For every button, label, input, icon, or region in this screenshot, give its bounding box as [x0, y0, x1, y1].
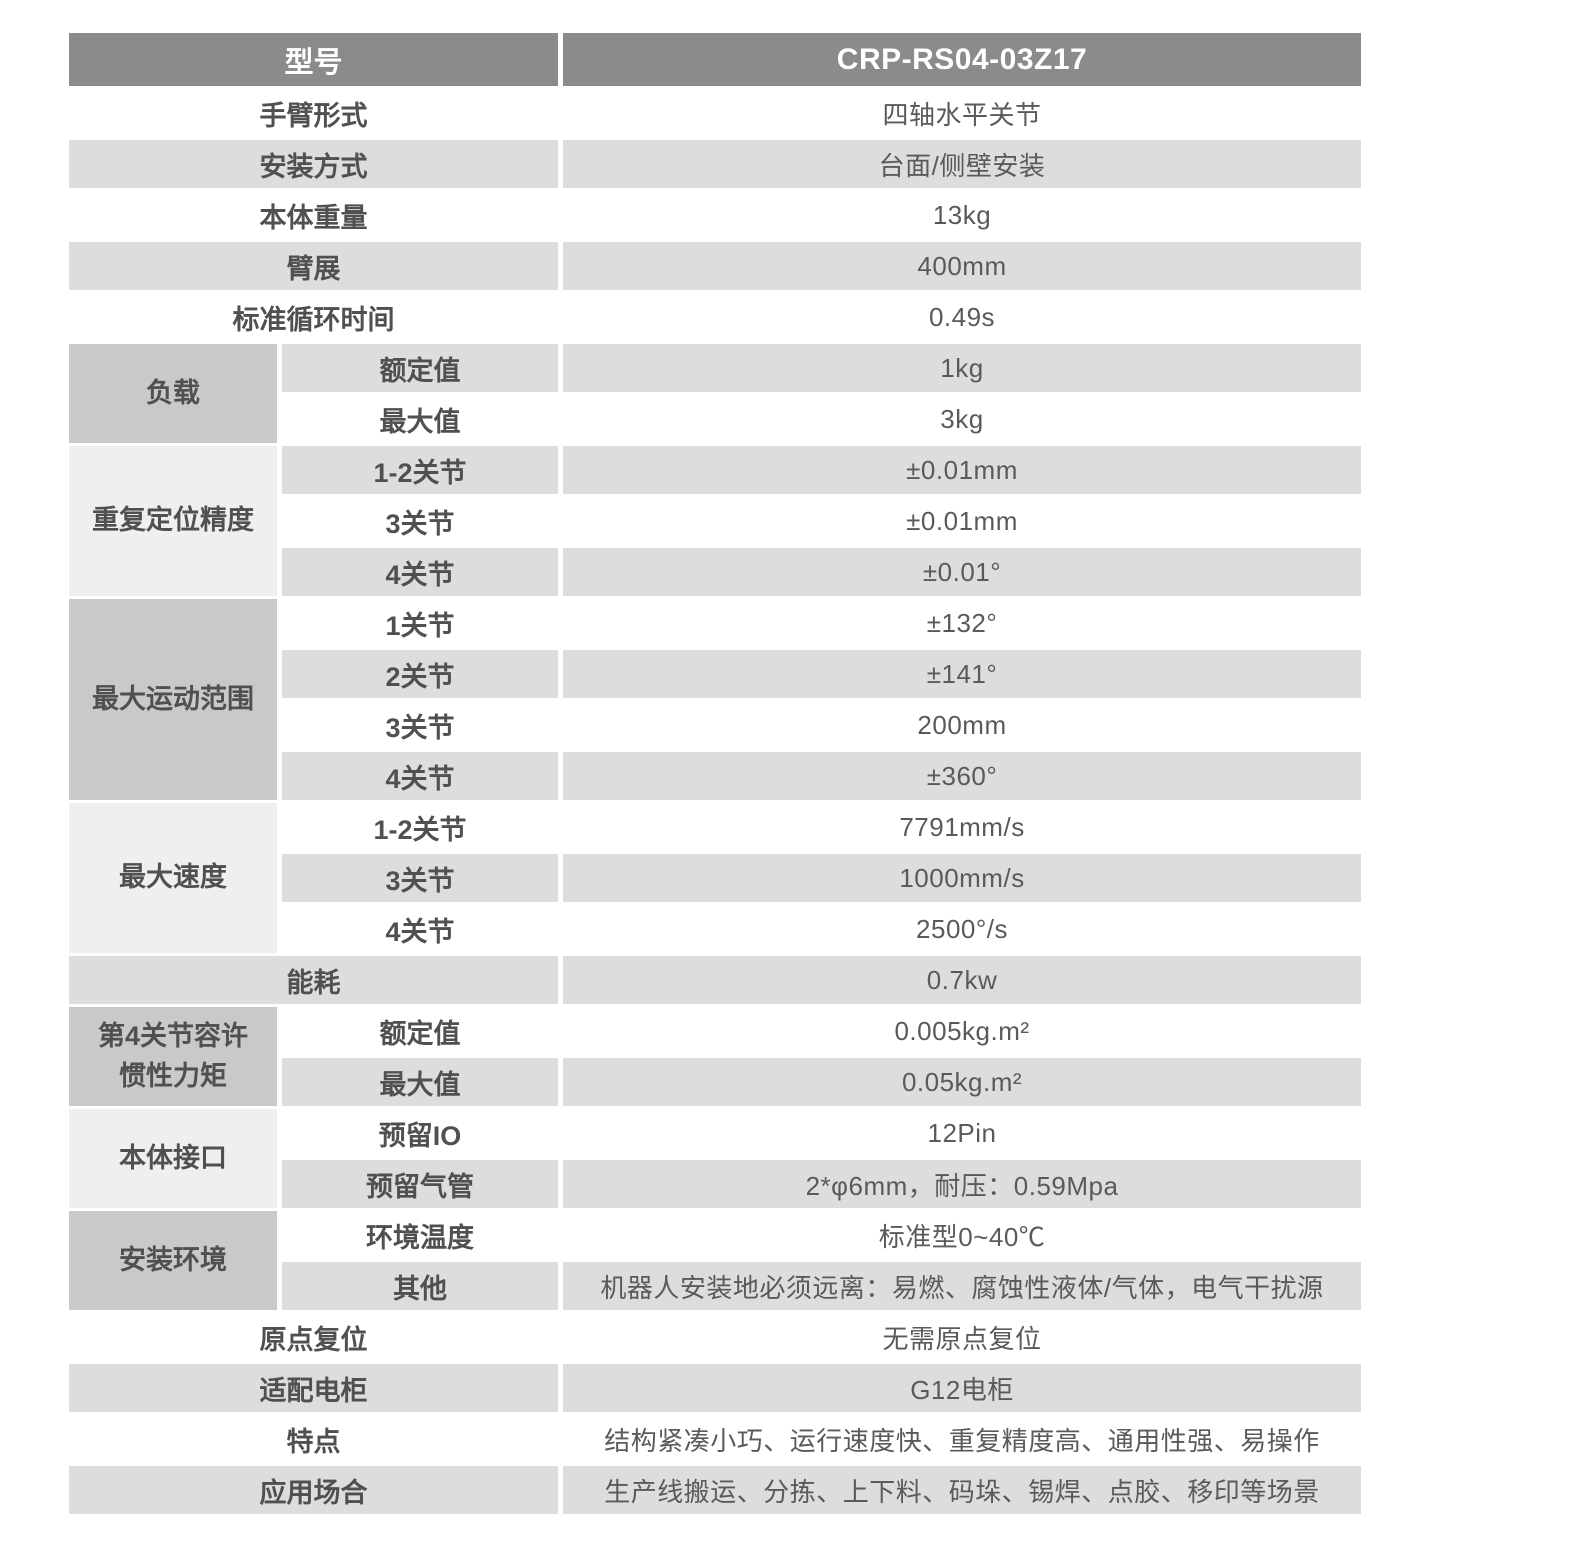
spec-sublabel: 最大值 — [282, 1058, 559, 1106]
spec-row: 4关节 2500°/s — [69, 905, 1361, 953]
spec-row: 预留气管 2*φ6mm，耐压：0.59Mpa — [69, 1160, 1362, 1208]
spec-value: 1000mm/s — [563, 854, 1362, 902]
spec-value: ±141° — [563, 650, 1362, 698]
spec-label: 特点 — [286, 1426, 341, 1457]
spec-value: 生产线搬运、分拣、上下料、码垛、锡焊、点胶、移印等场景 — [563, 1466, 1362, 1514]
spec-value: 2500°/s — [916, 913, 1008, 944]
spec-value: ±0.01mm — [906, 505, 1018, 536]
spec-row: 最大值 3kg — [69, 395, 1361, 443]
spec-row: 4关节 ±0.01° — [69, 548, 1362, 596]
spec-label: 本体重量 — [259, 202, 368, 233]
spec-label: 能耗 — [69, 956, 559, 1004]
spec-label: 安装方式 — [69, 140, 559, 188]
spec-sublabel: 3关节 — [385, 712, 455, 743]
spec-label: 臂展 — [69, 242, 559, 290]
spec-label: 适配电柜 — [69, 1364, 559, 1412]
spec-row: 应用场合 生产线搬运、分拣、上下料、码垛、锡焊、点胶、移印等场景 — [69, 1466, 1362, 1514]
group-label: 最大速度 — [69, 803, 277, 953]
spec-row: 适配电柜 G12电柜 — [69, 1364, 1362, 1412]
spec-value: 7791mm/s — [899, 811, 1025, 842]
spec-label: 应用场合 — [69, 1466, 559, 1514]
spec-value: 200mm — [917, 709, 1007, 740]
spec-row: 第4关节容许 惯性力矩 额定值 0.005kg.m² — [69, 1007, 1361, 1106]
spec-row: 其他 机器人安装地必须远离：易燃、腐蚀性液体/气体，电气干扰源 — [69, 1262, 1362, 1310]
model-header-label: 型号 — [69, 33, 559, 86]
spec-row: 臂展 400mm — [69, 242, 1362, 290]
spec-value: G12电柜 — [563, 1364, 1362, 1412]
group-label: 重复定位精度 — [69, 446, 277, 596]
spec-row: 4关节 ±360° — [69, 752, 1362, 800]
spec-label: 标准循环时间 — [232, 304, 395, 335]
spec-row: 本体重量 13kg — [69, 191, 1361, 239]
spec-row: 负载 额定值 1kg — [69, 344, 1362, 443]
spec-sublabel: 2关节 — [282, 650, 559, 698]
spec-sublabel: 预留IO — [378, 1120, 462, 1151]
spec-value: 结构紧凑小巧、运行速度快、重复精度高、通用性强、易操作 — [604, 1425, 1320, 1456]
spec-sublabel: 3关节 — [282, 854, 559, 902]
spec-sublabel: 1-2关节 — [373, 814, 467, 845]
spec-table: 型号 CRP-RS04-03Z17 手臂形式 四轴水平关节 安装方式 台面/侧壁… — [64, 30, 1366, 1517]
spec-value: ±132° — [926, 607, 998, 638]
spec-row: 最大速度 1-2关节 7791mm/s — [69, 803, 1361, 953]
spec-value: 四轴水平关节 — [882, 99, 1042, 130]
spec-row: 标准循环时间 0.49s — [69, 293, 1361, 341]
group-label: 最大运动范围 — [69, 599, 277, 800]
spec-value: ±0.01° — [563, 548, 1362, 596]
spec-header-row: 型号 CRP-RS04-03Z17 — [69, 33, 1362, 86]
spec-row: 2关节 ±141° — [69, 650, 1362, 698]
model-number: CRP-RS04-03Z17 — [563, 33, 1362, 86]
spec-value: 0.05kg.m² — [563, 1058, 1362, 1106]
spec-row: 最大值 0.05kg.m² — [69, 1058, 1362, 1106]
spec-sublabel: 额定值 — [379, 1018, 461, 1049]
spec-value: 台面/侧壁安装 — [563, 140, 1362, 188]
spec-row: 能耗 0.7kw — [69, 956, 1362, 1004]
spec-sublabel: 额定值 — [282, 344, 559, 392]
spec-value: 0.7kw — [563, 956, 1362, 1004]
spec-value: 13kg — [932, 199, 992, 230]
spec-value: 400mm — [563, 242, 1362, 290]
spec-value: 3kg — [940, 403, 984, 434]
spec-row: 3关节 1000mm/s — [69, 854, 1362, 902]
spec-row: 最大运动范围 1关节 ±132° — [69, 599, 1361, 800]
spec-row: 手臂形式 四轴水平关节 — [69, 89, 1361, 137]
spec-value: 2*φ6mm，耐压：0.59Mpa — [563, 1160, 1362, 1208]
group-label: 第4关节容许 惯性力矩 — [69, 1007, 277, 1106]
spec-label: 原点复位 — [259, 1324, 368, 1355]
spec-value: ±0.01mm — [563, 446, 1362, 494]
spec-value: 机器人安装地必须远离：易燃、腐蚀性液体/气体，电气干扰源 — [563, 1262, 1362, 1310]
spec-sublabel: 1-2关节 — [282, 446, 559, 494]
spec-sublabel: 其他 — [282, 1262, 559, 1310]
spec-sublabel: 环境温度 — [366, 1222, 474, 1253]
spec-sublabel: 1关节 — [385, 610, 455, 641]
spec-row: 3关节 ±0.01mm — [69, 497, 1361, 545]
spec-value: 12Pin — [927, 1117, 997, 1148]
spec-value: ±360° — [563, 752, 1362, 800]
spec-row: 安装环境 环境温度 标准型0~40℃ — [69, 1211, 1361, 1310]
group-label: 本体接口 — [69, 1109, 277, 1208]
spec-sublabel: 预留气管 — [282, 1160, 559, 1208]
spec-sublabel: 3关节 — [385, 508, 455, 539]
spec-row: 本体接口 预留IO 12Pin — [69, 1109, 1361, 1208]
spec-value: 无需原点复位 — [882, 1323, 1042, 1354]
spec-row: 原点复位 无需原点复位 — [69, 1313, 1361, 1361]
group-label: 安装环境 — [69, 1211, 277, 1310]
spec-value: 1kg — [563, 344, 1362, 392]
spec-row: 特点 结构紧凑小巧、运行速度快、重复精度高、通用性强、易操作 — [69, 1415, 1361, 1463]
spec-row: 3关节 200mm — [69, 701, 1361, 749]
spec-row: 重复定位精度 1-2关节 ±0.01mm — [69, 446, 1362, 596]
spec-sublabel: 4关节 — [385, 916, 455, 947]
spec-row: 安装方式 台面/侧壁安装 — [69, 140, 1362, 188]
spec-value: 标准型0~40℃ — [878, 1221, 1046, 1252]
spec-value: 0.49s — [928, 301, 996, 332]
spec-sublabel: 最大值 — [379, 406, 461, 437]
spec-sublabel: 4关节 — [282, 752, 559, 800]
spec-label: 手臂形式 — [259, 100, 368, 131]
spec-sublabel: 4关节 — [282, 548, 559, 596]
group-label: 负载 — [69, 344, 277, 443]
spec-value: 0.005kg.m² — [894, 1015, 1030, 1046]
